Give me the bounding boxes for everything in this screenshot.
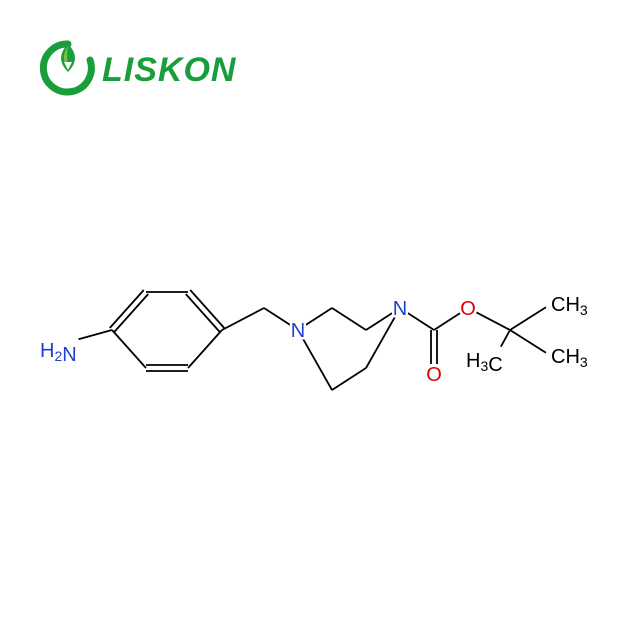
svg-text:H2N: H2N <box>40 340 77 366</box>
molecule-svg: H2NH2NNNNNOOOOCH3CH3CH3CH3H3CH3C <box>40 200 600 480</box>
brand-logo: LISKON <box>40 40 236 101</box>
svg-text:CH3: CH3 <box>551 346 588 370</box>
svg-text:O: O <box>426 364 442 386</box>
brand-name: LISKON <box>102 51 236 90</box>
svg-text:O: O <box>460 298 476 320</box>
svg-text:CH3: CH3 <box>551 294 588 318</box>
svg-text:N: N <box>393 298 407 320</box>
chemical-structure-diagram: H2NH2NNNNNOOOOCH3CH3CH3CH3H3CH3C <box>40 200 600 480</box>
svg-text:N: N <box>291 320 305 342</box>
svg-text:H3C: H3C <box>466 350 503 376</box>
logo-swirl-icon <box>40 40 96 101</box>
